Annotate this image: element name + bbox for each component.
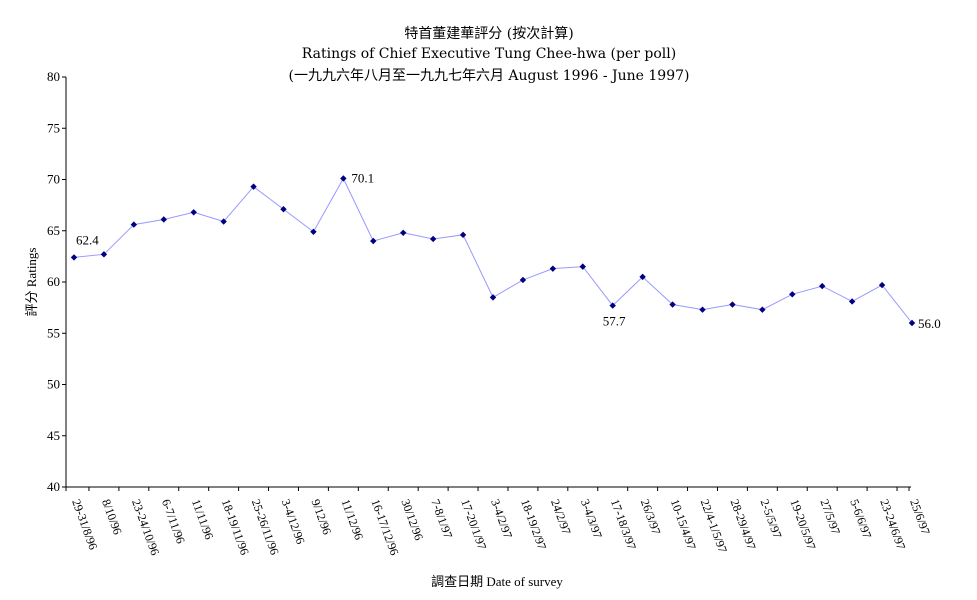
data-label: 57.7 bbox=[603, 314, 626, 329]
data-point bbox=[130, 221, 138, 228]
data-point bbox=[908, 319, 916, 327]
y-tick-label: 70 bbox=[47, 172, 60, 187]
chart-subtitle: Ratings of Chief Executive Tung Chee-hwa… bbox=[302, 46, 676, 62]
data-label: 70.1 bbox=[351, 170, 374, 185]
data-point bbox=[819, 282, 826, 290]
series-line bbox=[73, 177, 913, 324]
data-label: 56.0 bbox=[918, 316, 941, 331]
data-point bbox=[190, 209, 197, 216]
x-tick-label: 7-8/1/97 bbox=[428, 497, 455, 540]
data-point bbox=[639, 273, 646, 281]
y-tick-label: 75 bbox=[47, 120, 60, 135]
data-point bbox=[250, 183, 257, 190]
chart-subtitle-period: (一九九六年八月至一九九七年六月 August 1996 - June 1997… bbox=[288, 68, 689, 84]
x-tick-label: 3-4/3/97 bbox=[578, 497, 605, 540]
data-point bbox=[459, 231, 467, 239]
data-point bbox=[549, 265, 557, 272]
chart-title: 特首董建華評分 (按次計算) bbox=[404, 26, 573, 42]
x-tick-label: 10-15/4/97 bbox=[668, 497, 699, 551]
data-point bbox=[519, 276, 527, 284]
y-tick-label: 80 bbox=[47, 69, 60, 84]
x-tick-label: 25-26/11/96 bbox=[249, 497, 282, 556]
x-tick-label: 23-24/6/97 bbox=[877, 497, 908, 551]
y-tick-label: 55 bbox=[47, 325, 60, 340]
data-point bbox=[400, 229, 407, 236]
data-point bbox=[609, 302, 616, 309]
x-tick-label: 8/10/96 bbox=[99, 497, 125, 536]
data-point bbox=[669, 301, 676, 308]
y-tick-label: 65 bbox=[47, 223, 60, 238]
x-tick-label: 3-4/2/97 bbox=[488, 497, 515, 540]
x-tick-label: 30/12/96 bbox=[398, 497, 426, 542]
x-tick-label: 17-20/1/97 bbox=[458, 497, 489, 551]
x-tick-label: 29-31/8/96 bbox=[69, 497, 100, 551]
x-tick-label: 16-17/12/96 bbox=[368, 497, 401, 557]
data-point bbox=[489, 294, 497, 301]
x-tick-label: 18-19/2/97 bbox=[518, 497, 549, 551]
data-point bbox=[370, 237, 377, 245]
x-tick-label: 27/5/97 bbox=[817, 497, 843, 536]
x-tick-label: 23-24/10/96 bbox=[129, 497, 162, 557]
data-point bbox=[220, 218, 227, 225]
x-tick-label: 3-4/12/96 bbox=[279, 497, 308, 546]
x-tick-label: 9/12/96 bbox=[309, 497, 335, 536]
x-tick-label: 19-20/5/97 bbox=[787, 497, 818, 551]
data-point bbox=[729, 301, 736, 308]
x-tick-label: 28-29/4/97 bbox=[728, 497, 759, 551]
data-point bbox=[340, 175, 347, 182]
x-tick-label: 24/2/97 bbox=[548, 497, 574, 536]
x-tick-label: 11/11/96 bbox=[189, 497, 216, 541]
y-tick-label: 50 bbox=[47, 377, 60, 392]
x-tick-label: 25/6/97 bbox=[907, 497, 933, 536]
data-point bbox=[70, 254, 78, 261]
y-axis-ticks: 40 45 50 55 60 65 70 75 80 bbox=[47, 69, 66, 494]
data-point bbox=[759, 306, 766, 313]
x-tick-label: 2-5/5/97 bbox=[758, 497, 785, 540]
y-tick-label: 40 bbox=[47, 479, 60, 494]
x-tick-label: 5-6/6/97 bbox=[847, 497, 874, 540]
data-point bbox=[579, 263, 586, 270]
x-tick-label: 22/4-1/5/97 bbox=[698, 497, 730, 554]
data-point bbox=[699, 306, 706, 313]
y-axis-label: 評分 Ratings bbox=[24, 248, 39, 317]
data-label: 62.4 bbox=[76, 232, 99, 247]
x-tick-label: 6-7/11/96 bbox=[159, 497, 188, 545]
x-tick-label: 11/12/96 bbox=[339, 497, 367, 541]
data-point bbox=[100, 251, 108, 258]
x-tick-label: 26/3/97 bbox=[638, 497, 664, 536]
chart-axes bbox=[65, 77, 911, 488]
x-tick-label: 18-19/11/96 bbox=[219, 497, 252, 556]
data-point bbox=[429, 235, 437, 243]
x-axis-label: 調查日期 Date of survey bbox=[431, 574, 563, 589]
data-point bbox=[789, 291, 796, 298]
x-axis-ticks: 29-31/8/968/10/96 23-24/10/966-7/11/96 11/… bbox=[65, 487, 933, 557]
y-tick-label: 60 bbox=[47, 274, 60, 289]
x-tick-label: 17-18/3/97 bbox=[608, 497, 639, 551]
data-point bbox=[160, 216, 167, 223]
ratings-series bbox=[70, 175, 916, 327]
data-point bbox=[878, 281, 886, 289]
y-tick-label: 45 bbox=[47, 428, 60, 443]
data-labels: 62.4 70.1 57.7 56.0 bbox=[76, 170, 941, 331]
data-point bbox=[280, 206, 287, 213]
data-point bbox=[310, 228, 317, 235]
data-point bbox=[848, 298, 856, 305]
